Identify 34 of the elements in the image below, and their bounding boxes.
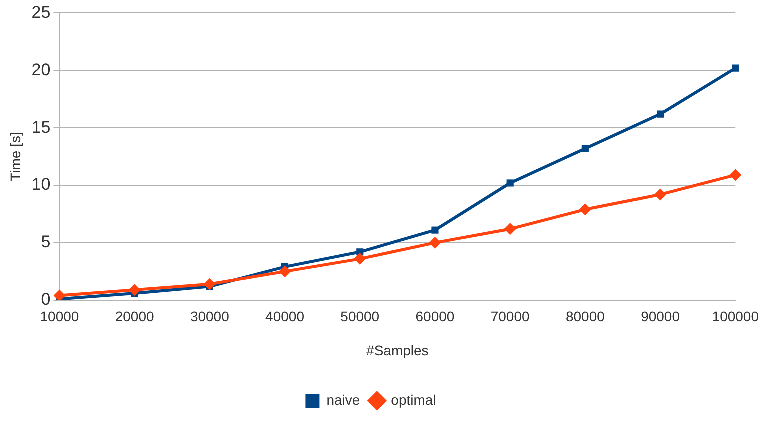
x-tick-label: 30000 bbox=[190, 308, 230, 325]
point bbox=[730, 169, 742, 182]
point bbox=[654, 188, 667, 201]
y-axis-title: Time [s] bbox=[7, 132, 24, 182]
point bbox=[279, 266, 292, 278]
x-tick-label: 80000 bbox=[566, 308, 606, 325]
point bbox=[657, 110, 664, 118]
x-axis-title: #Samples bbox=[366, 342, 429, 358]
point bbox=[128, 284, 141, 296]
point bbox=[429, 236, 442, 249]
legend-label: optimal bbox=[391, 392, 436, 408]
x-tick-label: 40000 bbox=[266, 308, 305, 325]
x-tick-label: 100000 bbox=[712, 308, 760, 325]
y-tick-label: 15 bbox=[32, 118, 51, 137]
point bbox=[204, 278, 216, 290]
x-tick-label: 20000 bbox=[115, 308, 154, 325]
point bbox=[582, 145, 589, 152]
y-tick-label: 20 bbox=[32, 60, 51, 80]
point bbox=[432, 226, 439, 234]
x-tick-label: 10000 bbox=[40, 308, 80, 325]
point bbox=[354, 253, 366, 266]
y-tick-label: 0 bbox=[41, 290, 51, 310]
point bbox=[579, 204, 592, 216]
x-tick-label: 90000 bbox=[641, 308, 680, 325]
x-tick-label: 50000 bbox=[340, 308, 380, 325]
legend-label: naive bbox=[326, 392, 360, 408]
x-tick-label: 60000 bbox=[416, 308, 455, 325]
point bbox=[504, 223, 516, 236]
y-tick-label: 10 bbox=[32, 175, 51, 194]
point bbox=[732, 64, 740, 72]
y-tick-label: 25 bbox=[32, 2, 51, 22]
x-tick-label: 70000 bbox=[490, 308, 530, 325]
point bbox=[506, 180, 514, 187]
y-tick-label: 5 bbox=[41, 232, 51, 252]
